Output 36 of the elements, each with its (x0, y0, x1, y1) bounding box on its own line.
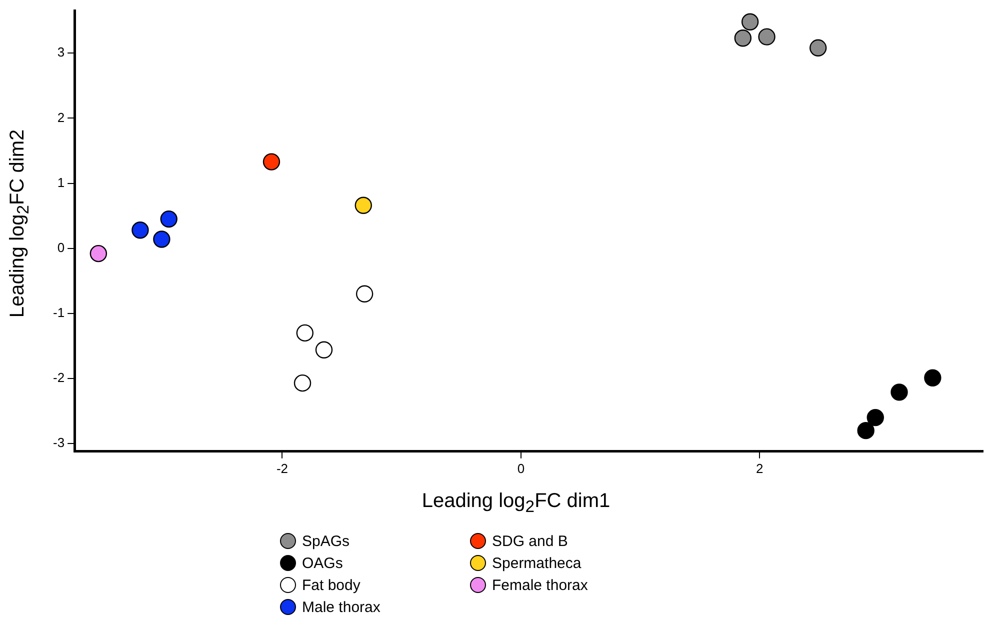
point (866, 408, 884, 426)
point (160, 210, 178, 228)
point (132, 222, 149, 239)
point (296, 324, 314, 342)
legend-label: OAGs (301, 554, 344, 574)
point (262, 153, 280, 170)
point (741, 13, 759, 30)
point (153, 230, 170, 248)
point (924, 369, 942, 386)
legend-label: SpAGs (301, 532, 351, 552)
legend-label: Fat body (301, 576, 362, 596)
legend-label: Male thorax (301, 598, 382, 618)
point (315, 341, 333, 358)
y-tick-label: 2 (57, 110, 65, 125)
y-tick-label: -2 (52, 370, 65, 386)
point (90, 244, 108, 262)
y-tick-label: 0 (57, 240, 65, 255)
x-tick-label: 0 (517, 460, 525, 476)
point (758, 28, 776, 46)
y-tick-label: -1 (52, 305, 65, 320)
point (356, 285, 374, 303)
legend-label: Female thorax (491, 576, 589, 596)
x-tick-label: 2 (756, 460, 764, 476)
point (890, 384, 908, 401)
point (857, 422, 874, 440)
x-tick-label: -2 (276, 460, 288, 476)
y-tick-label: 3 (57, 44, 65, 60)
legend-label: SDG and B (491, 532, 569, 552)
x-axis-title: Leading log$_{2}$FC dim1 (420, 490, 612, 517)
point (294, 374, 312, 392)
legend-label: Spermatheca (491, 554, 582, 574)
point (734, 30, 752, 47)
y-tick-label: 1 (57, 174, 65, 190)
point (354, 196, 372, 214)
y-tick-label: -3 (52, 435, 65, 450)
point (810, 39, 827, 56)
